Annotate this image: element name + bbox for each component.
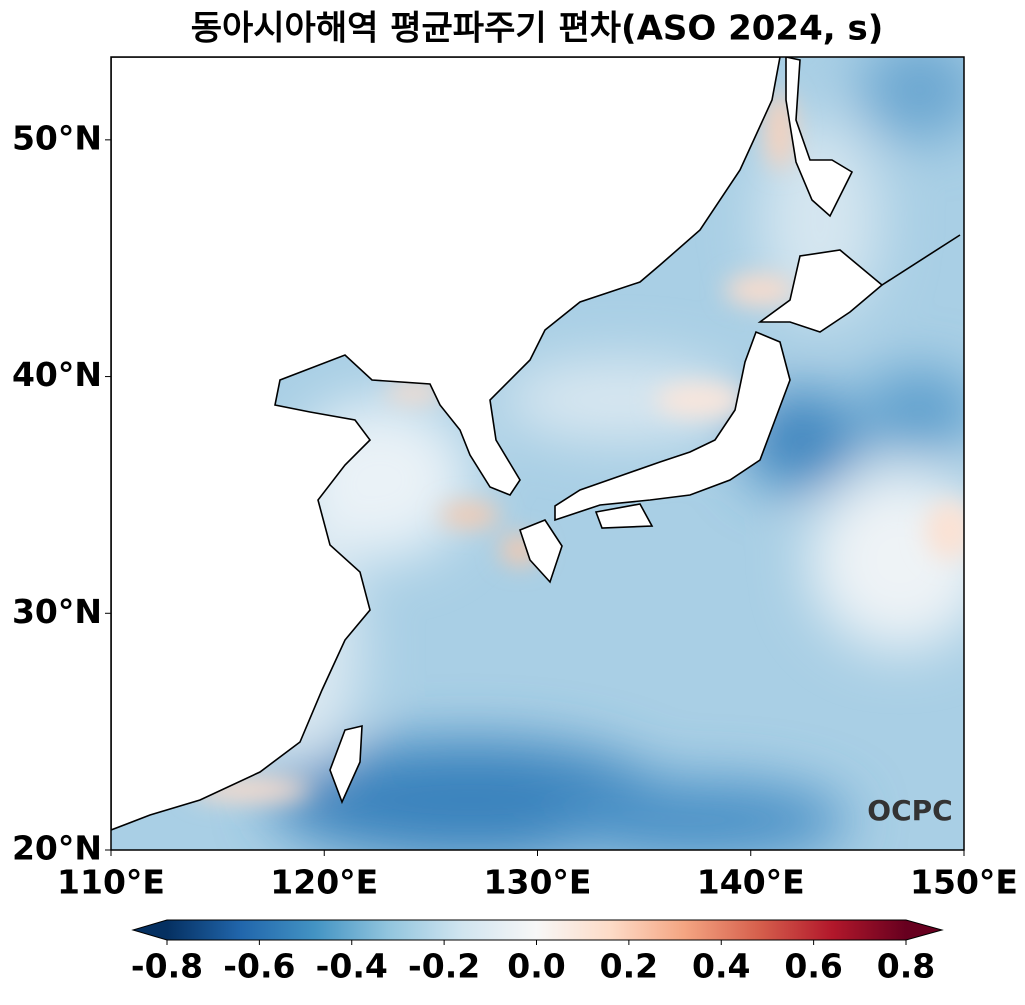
colorbar-extend-high [906,920,942,940]
colorbar-tick-label: -0.4 [316,947,388,986]
colorbar-tick-label: 0.6 [784,947,842,986]
colorbar [167,920,906,940]
x-tick-label: 140°E [697,863,805,902]
colorbar-tick-label: -0.2 [408,947,480,986]
wave-field [111,57,964,850]
colorbar-tick-label: 0.2 [600,947,658,986]
x-tick-label: 130°E [484,863,592,902]
y-tick-label: 30°N [12,592,102,631]
colorbar-tick-label: -0.8 [131,947,203,986]
y-tick-label: 40°N [12,355,102,394]
logo: OCPC [867,794,952,827]
colorbar-extend-low [133,920,167,940]
x-tick-label: 120°E [270,863,378,902]
colorbar-tick-label: 0.4 [692,947,750,986]
land [111,57,961,831]
colorbar-tick-label: 0.8 [877,947,935,986]
chart-title: 동아시아해역 평균파주기 편차(ASO 2024, s) [191,9,884,49]
x-tick-label: 150°E [910,863,1018,902]
colorbar-tick-label: -0.6 [223,947,295,986]
x-tick-label: 110°E [57,863,165,902]
y-tick-label: 20°N [12,829,102,868]
y-tick-label: 50°N [12,118,102,157]
colorbar-tick-label: 0.0 [507,947,565,986]
